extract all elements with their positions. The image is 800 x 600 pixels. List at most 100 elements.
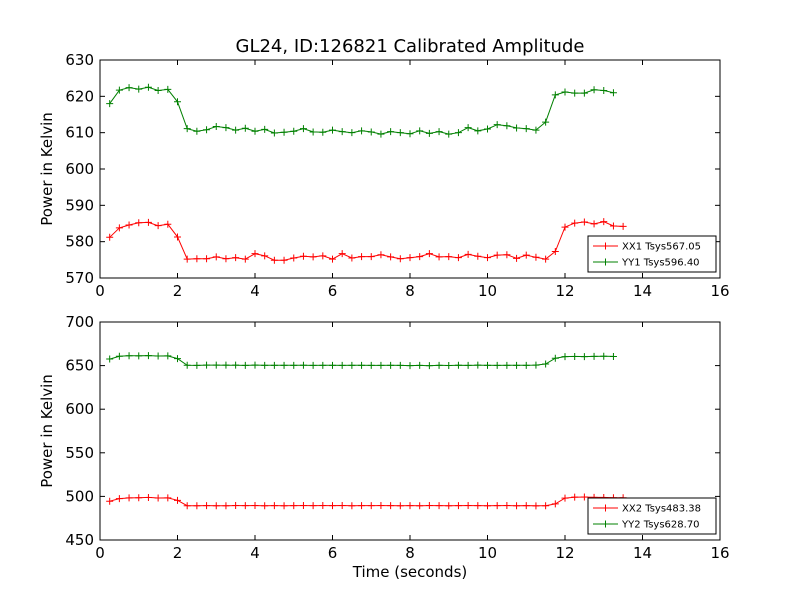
data-point: [203, 255, 211, 263]
data-point: [144, 493, 152, 501]
data-point: [193, 502, 201, 510]
data-point: [203, 502, 211, 510]
data-point: [580, 89, 588, 97]
y-axis-label: Power in Kelvin: [38, 374, 56, 488]
data-point: [532, 126, 540, 134]
x-tick-label: 0: [95, 282, 105, 300]
data-point: [270, 502, 278, 510]
data-point: [377, 502, 385, 510]
data-point: [290, 502, 298, 510]
legend-label: YY1 Tsys596.40: [621, 258, 700, 269]
data-point: [115, 224, 123, 232]
data-point: [493, 121, 501, 129]
data-point: [609, 89, 617, 97]
data-point: [222, 124, 230, 132]
data-point: [125, 84, 133, 92]
chart-panel-2: 0 2 4 6 8 10 12 14 16 450 500 550 600 650 700 Power in …: [38, 313, 730, 581]
data-point: [174, 496, 181, 504]
data-point: [329, 255, 336, 263]
data-point: [212, 502, 220, 510]
data-point: [406, 502, 414, 510]
data-point: [445, 253, 453, 261]
data-point: [241, 502, 249, 510]
data-point: [348, 254, 356, 262]
data-point: [115, 86, 123, 94]
data-point: [474, 127, 482, 135]
data-point: [590, 86, 598, 94]
data-point: [387, 361, 395, 369]
data-point: [435, 361, 443, 369]
data-point: [416, 127, 424, 135]
data-point: [561, 223, 569, 231]
data-point: [580, 218, 588, 226]
data-point: [232, 502, 240, 510]
data-point: [493, 361, 501, 369]
x-tick-label: 14: [633, 544, 652, 562]
data-point: [115, 495, 123, 503]
data-point: [522, 361, 530, 369]
y-tick-label: 650: [65, 357, 94, 375]
data-point: [522, 502, 530, 510]
data-point: [261, 502, 269, 510]
data-point: [522, 125, 530, 133]
data-point: [261, 361, 269, 369]
y-tick-label: 610: [65, 124, 94, 142]
data-point: [290, 254, 298, 262]
x-axis-label: Time (seconds): [352, 563, 468, 581]
data-point: [280, 128, 288, 136]
data-point: [358, 502, 366, 510]
data-point: [358, 253, 366, 261]
data-point: [513, 361, 521, 369]
data-point: [183, 125, 191, 133]
data-point: [484, 361, 491, 369]
data-point: [367, 502, 375, 510]
data-point: [600, 352, 608, 360]
data-point: [232, 254, 240, 262]
data-point: [425, 129, 433, 137]
data-point: [280, 502, 288, 510]
data-point: [600, 218, 608, 226]
data-point: [474, 502, 482, 510]
data-point: [406, 254, 414, 262]
data-point: [164, 352, 172, 360]
data-point: [377, 251, 385, 259]
data-point: [367, 361, 375, 369]
data-point: [125, 352, 133, 360]
data-point: [212, 253, 220, 261]
data-point: [338, 128, 346, 136]
data-point: [551, 354, 559, 362]
data-point: [542, 360, 550, 368]
data-point: [551, 91, 559, 99]
data-point: [503, 361, 511, 369]
data-point: [348, 361, 356, 369]
data-point: [454, 361, 462, 369]
y-tick-label: 630: [65, 51, 94, 69]
data-point: [106, 233, 114, 241]
y-tick-label: 590: [65, 196, 94, 214]
chart-panel-1: GL24, ID:126821 Calibrated Amplitude 0 2 4 6…: [38, 36, 730, 300]
data-point: [590, 220, 598, 228]
data-point: [425, 250, 433, 258]
legend: XX2 Tsys483.38 YY2 Tsys628.70: [587, 497, 717, 535]
data-point: [299, 502, 307, 510]
legend-label: XX2 Tsys483.38: [622, 504, 701, 515]
y-tick-label: 600: [65, 160, 94, 178]
data-point: [396, 255, 404, 263]
y-tick-label: 500: [65, 487, 94, 505]
data-point: [464, 124, 472, 132]
data-point: [164, 220, 172, 228]
data-point: [183, 361, 191, 369]
data-point: [319, 502, 327, 510]
data-point: [445, 130, 453, 138]
data-point: [280, 256, 288, 264]
data-point: [329, 502, 336, 510]
data-point: [203, 361, 211, 369]
data-point: [367, 253, 375, 261]
data-point: [377, 130, 385, 138]
data-point: [135, 494, 143, 502]
data-point: [309, 253, 317, 261]
data-point: [474, 252, 482, 260]
data-point: [590, 352, 598, 360]
data-point: [377, 361, 385, 369]
data-point: [125, 221, 133, 229]
